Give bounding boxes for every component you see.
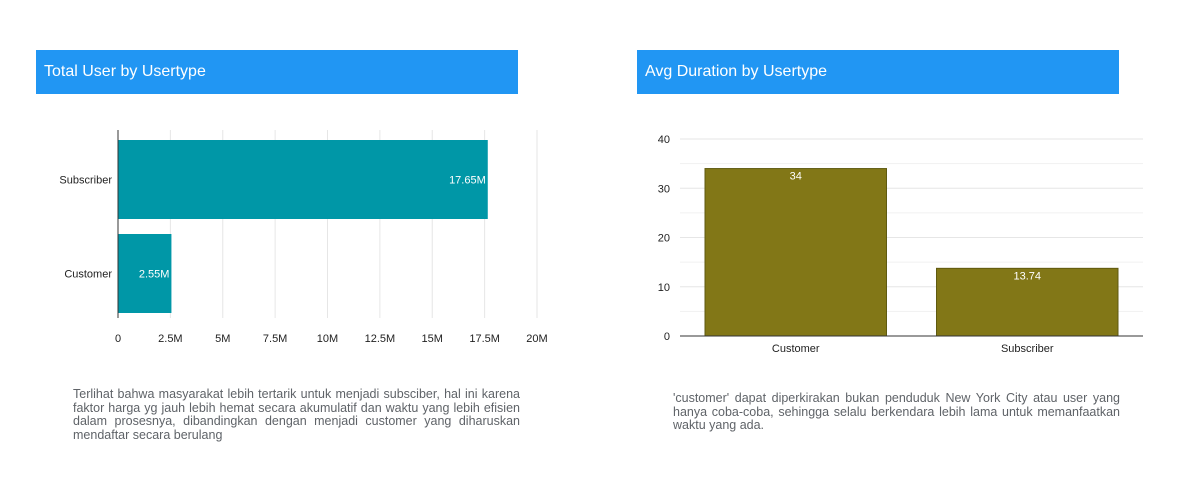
chart-title-total-user: Total User by Usertype <box>36 50 518 94</box>
avg-duration-bar-chart: 0 10 20 30 40 34 Customer 13.74 Subscriber <box>658 134 1143 355</box>
y-category-label: Subscriber <box>59 175 112 187</box>
x-tick-label: 10M <box>317 333 338 345</box>
bar <box>936 267 1119 337</box>
y-tick-label: 40 <box>658 134 670 146</box>
bar <box>118 140 488 219</box>
x-tick-label: 17.5M <box>469 333 500 345</box>
chart-title-avg-duration: Avg Duration by Usertype <box>637 50 1119 94</box>
y-tick-label: 10 <box>658 282 670 294</box>
x-tick-label: 20M <box>526 333 547 345</box>
chart-title-text: Avg Duration by Usertype <box>645 63 828 80</box>
x-tick-label: 15M <box>422 333 443 345</box>
x-tick-label: 7.5M <box>263 333 287 345</box>
x-tick-label: 5M <box>215 333 230 345</box>
y-tick-label: 0 <box>664 331 670 343</box>
x-tick-label: 0 <box>115 333 121 345</box>
x-category-label: Subscriber <box>1001 343 1054 355</box>
y-category-label: Customer <box>64 269 112 281</box>
y-tick-label: 20 <box>658 233 670 245</box>
bar-data-label: 2.55M <box>139 269 170 281</box>
bar <box>704 168 887 337</box>
bar-data-label: 13.74 <box>1013 270 1041 282</box>
total-user-bar-chart: 0 2.5M 5M 7.5M 10M 12.5M 15M 17.5M 20M Subscriber… <box>59 130 548 345</box>
bar <box>118 234 172 313</box>
y-tick-label: 30 <box>658 183 670 195</box>
total-user-description: Terlihat bahwa masyarakat lebih tertarik… <box>73 387 520 442</box>
x-category-label: Customer <box>772 343 820 355</box>
x-tick-label: 2.5M <box>158 333 182 345</box>
x-tick-label: 12.5M <box>365 333 396 345</box>
bar-data-label: 34 <box>790 171 802 183</box>
avg-duration-description: 'customer' dapat diperkirakan bukan pend… <box>673 391 1120 432</box>
chart-title-text: Total User by Usertype <box>44 63 206 80</box>
bar-data-label: 17.65M <box>449 175 486 187</box>
